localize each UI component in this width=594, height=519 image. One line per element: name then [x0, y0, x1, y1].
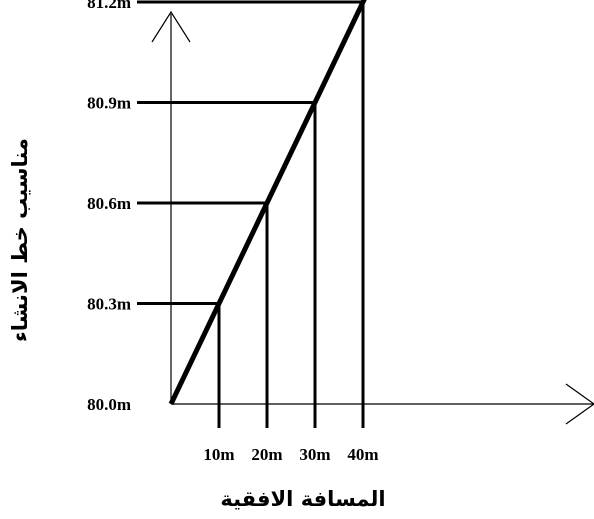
y-tick-label: 81.2m [87, 0, 131, 12]
x-tick-label: 30m [299, 445, 330, 464]
y-tick-label: 80.6m [87, 194, 131, 213]
x-tick-labels: 10m 20m 30m 40m [203, 445, 378, 464]
y-tick-label: 80.3m [87, 295, 131, 314]
x-axis-title: المسافة الافقية [220, 487, 385, 511]
x-tick-label: 40m [347, 445, 378, 464]
y-tick-label: 80.9m [87, 94, 131, 113]
x-tick-label: 10m [203, 445, 234, 464]
y-tick-labels: 80.0m 80.3m 80.6m 80.9m 81.2m [87, 0, 131, 414]
y-tick-label: 80.0m [87, 395, 131, 414]
y-axis-title: مناسيب خط الانشاء [8, 138, 32, 342]
x-tick-label: 20m [251, 445, 282, 464]
